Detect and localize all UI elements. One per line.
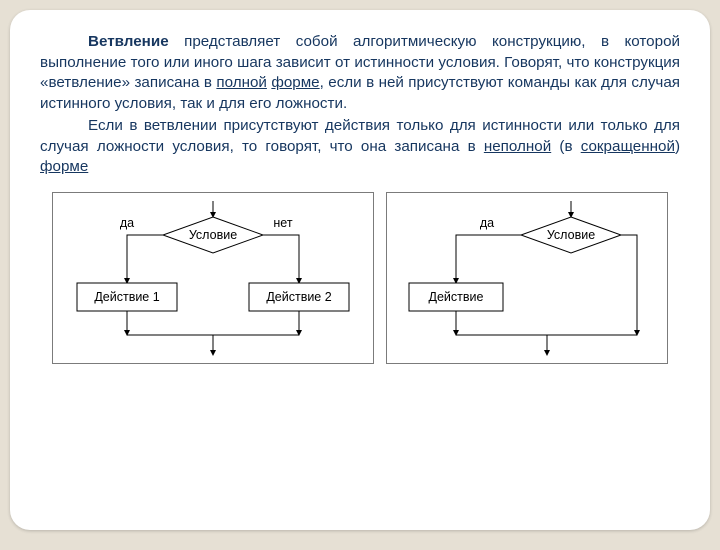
- d2-action-label: Действие: [429, 290, 484, 304]
- diagrams-row: Условие да нет Действие 1 Действие 2: [40, 192, 680, 364]
- p2-u1: неполной: [484, 138, 551, 155]
- d1-condition-label: Условие: [189, 228, 237, 242]
- p2-after: ): [675, 138, 680, 155]
- paragraph-2: Если в ветвлении присутствуют действия т…: [40, 116, 680, 178]
- diagram2-svg: Условие да Действие: [387, 193, 667, 363]
- diagram1-svg: Условие да нет Действие 1 Действие 2: [53, 193, 373, 363]
- d1-action2-label: Действие 2: [266, 290, 331, 304]
- d1-action1-label: Действие 1: [94, 290, 159, 304]
- p2-mid: (в: [551, 138, 581, 155]
- paragraph-1: Ветвление представляет собой алгоритмиче…: [40, 32, 680, 114]
- d2-condition-label: Условие: [547, 228, 595, 242]
- diagram-full-branch: Условие да нет Действие 1 Действие 2: [52, 192, 374, 364]
- p1-u1: полной: [216, 74, 267, 91]
- diagram-short-branch: Условие да Действие: [386, 192, 668, 364]
- p1-u2: форме: [271, 74, 319, 91]
- d1-yes-label: да: [120, 216, 134, 230]
- p2-u2: сокращенной: [581, 138, 675, 155]
- d2-yes-label: да: [480, 216, 494, 230]
- d1-no-label: нет: [273, 216, 292, 230]
- p2-u3: форме: [40, 158, 88, 175]
- slide-card: Ветвление представляет собой алгоритмиче…: [10, 10, 710, 530]
- term-bold: Ветвление: [88, 33, 169, 50]
